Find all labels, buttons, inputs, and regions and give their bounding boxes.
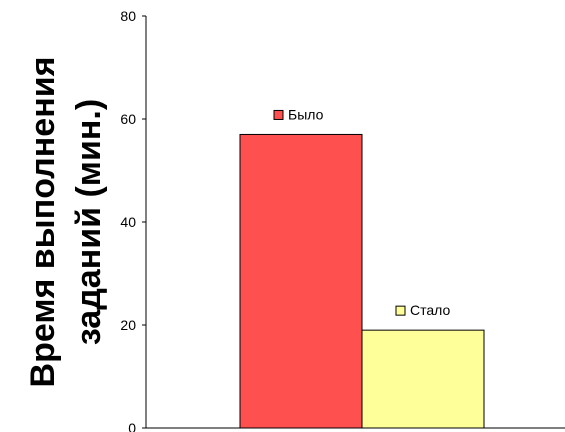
y-tick-label-80: 80 [120, 8, 136, 24]
y-axis-label-line-2: заданий (мин.) [70, 99, 108, 345]
y-axis-label-line-1: Время выполнения [24, 57, 62, 388]
y-tick-label-60: 60 [120, 111, 136, 127]
bar-stalo [361, 329, 485, 429]
bar-bylo [239, 133, 363, 429]
legend-swatch-stalo [395, 305, 406, 316]
y-tick-label-0: 0 [128, 420, 136, 432]
y-axis-ticks: 0 20 40 60 80 [120, 8, 146, 432]
legend-swatch-bylo [273, 109, 284, 120]
legend-label-stalo: Стало [410, 302, 450, 318]
y-tick-label-40: 40 [120, 214, 136, 230]
y-tick-label-20: 20 [120, 317, 136, 333]
legend-label-bylo: Было [288, 106, 324, 122]
